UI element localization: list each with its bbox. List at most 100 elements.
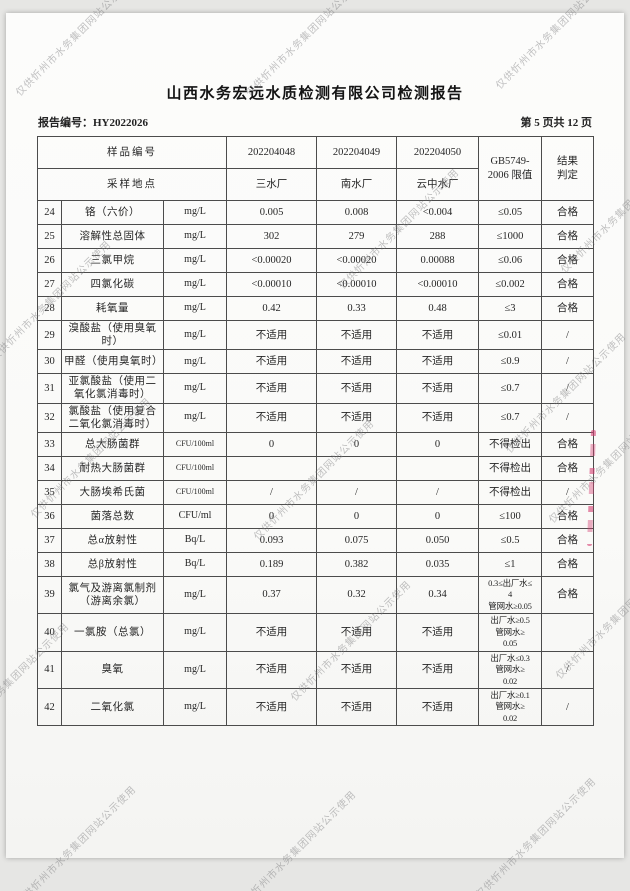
value-plant-3: 不适用 [396,650,480,689]
value-plant-1: 0.37 [226,575,318,615]
limit-value: 0.3≤出厂水≤ 4 管网水≥0.05 [478,575,543,615]
unit: CFU/ml [162,503,228,529]
result-judgment: 合格 [541,248,595,273]
table-row: 37 总α放射性 Bq/L 0.093 0.075 0.050 ≤0.5 合格 [37,527,595,553]
limit-value: ≤0.05 [478,200,543,225]
row-number: 39 [37,575,62,615]
value-plant-1: 不适用 [226,687,318,727]
row-number: 38 [37,551,62,577]
table-row: 36 菌落总数 CFU/ml 0 0 0 ≤100 合格 [37,503,595,529]
unit: mg/L [162,224,228,249]
limit-value: ≤1 [478,551,543,577]
table-row: 30 甲醛（使用臭氧时） mg/L 不适用 不适用 不适用 ≤0.9 / [37,349,595,375]
value-plant-1: 不适用 [226,319,318,351]
table-row: 38 总β放射性 Bq/L 0.189 0.382 0.035 ≤1 合格 [37,551,595,577]
value-plant-2: 0 [316,431,398,457]
row-number: 33 [37,431,62,457]
table-row: 42 二氧化氯 mg/L 不适用 不适用 不适用 出厂水≥0.1 管网水≥ 0.… [37,687,595,727]
value-plant-1: <0.00010 [226,272,318,297]
table-row: 26 三氯甲烷 mg/L <0.00020 <0.00020 0.00088 ≤… [37,248,595,273]
parameter-name: 大肠埃希氏菌 [61,479,164,505]
result-judgment: 合格 [541,272,595,297]
table-row: 24 铬（六价） mg/L 0.005 0.008 <0.004 ≤0.05 合… [37,200,595,225]
limit-value: 出厂水≤0.3 管网水≥ 0.02 [478,650,543,689]
value-plant-2: <0.00010 [316,272,398,297]
value-plant-1: 302 [226,224,318,249]
row-number: 40 [37,613,62,652]
unit: Bq/L [162,527,228,553]
value-plant-1: 不适用 [226,650,318,689]
row-number: 32 [37,402,62,433]
result-judgment: / [541,373,595,404]
table-row: 33 总大肠菌群 CFU/100ml 0 0 0 不得检出 合格 [37,431,595,457]
limit-header: GB5749- 2006 限值 [478,136,543,201]
value-plant-3: 不适用 [396,319,480,351]
report-meta-line: 报告编号：HY2022026 第 5 页共 12 页 [38,114,592,130]
table-row: 28 耗氧量 mg/L 0.42 0.33 0.48 ≤3 合格 [37,296,595,321]
limit-value: 出厂水≥0.1 管网水≥ 0.02 [478,687,543,727]
value-plant-3: 不适用 [396,613,480,652]
location-label: 采样地点 [36,168,228,201]
row-number: 26 [37,248,62,273]
table-row: 35 大肠埃希氏菌 CFU/100ml / / / 不得检出 / [37,479,595,505]
row-number: 25 [37,224,62,249]
value-plant-3: / [396,479,480,505]
unit: CFU/100ml [162,431,228,457]
row-number: 27 [37,272,62,297]
limit-value: ≤0.9 [478,349,543,375]
value-plant-3: 0.00088 [396,248,480,273]
result-judgment [541,613,595,652]
value-plant-3: 不适用 [396,687,480,727]
parameter-name: 氯气及游离氯制剂 （游离余氯） [61,575,164,615]
unit: mg/L [162,650,228,689]
unit: mg/L [162,687,228,727]
value-plant-2: 不适用 [316,687,398,727]
table-row: 41 臭氧 mg/L 不适用 不适用 不适用 出厂水≤0.3 管网水≥ 0.02… [37,650,595,689]
value-plant-2: 不适用 [316,349,398,375]
result-judgment: / [541,349,595,375]
value-plant-2: <0.00020 [316,248,398,273]
result-judgment: 合格 [541,200,595,225]
unit: mg/L [162,200,228,225]
parameter-name: 溴酸盐（使用臭氧 时） [61,319,164,351]
row-number: 24 [37,200,62,225]
value-plant-2: 0.33 [316,296,398,321]
value-plant-3: 288 [396,224,480,249]
value-plant-3: 不适用 [396,349,480,375]
value-plant-3: 0 [396,503,480,529]
parameter-name: 甲醛（使用臭氧时） [61,349,164,375]
value-plant-3 [396,455,480,481]
table-row: 34 耐热大肠菌群 CFU/100ml 不得检出 合格 [37,455,595,481]
value-plant-3: 0 [396,431,480,457]
parameter-name: 四氯化碳 [61,272,164,297]
parameter-name: 溶解性总固体 [61,224,164,249]
limit-value: 不得检出 [478,455,543,481]
value-plant-1: 不适用 [226,349,318,375]
value-plant-2: 不适用 [316,650,398,689]
parameter-name: 一氯胺（总氯） [61,613,164,652]
result-judgment: / [541,650,595,689]
value-plant-2: 279 [316,224,398,249]
limit-value: ≤3 [478,296,543,321]
unit: mg/L [162,349,228,375]
value-plant-2: 0.382 [316,551,398,577]
page-indicator: 第 5 页共 12 页 [520,117,593,129]
result-judgment: / [541,687,595,727]
value-plant-3: 0.34 [396,575,480,615]
location-2: 南水厂 [316,168,398,201]
sample-id-1: 202204048 [226,136,318,169]
value-plant-1: 0.005 [226,200,318,225]
value-plant-1: 不适用 [226,613,318,652]
water-quality-table: 样品编号 202204048 202204049 202204050 GB574… [36,136,595,727]
row-number: 42 [37,687,62,727]
unit: CFU/100ml [162,455,228,481]
header-row-sample-id: 样品编号 202204048 202204049 202204050 GB574… [36,136,595,201]
parameter-name: 氯酸盐（使用复合 二氧化氯消毒时） [61,402,164,433]
table-row: 27 四氯化碳 mg/L <0.00010 <0.00010 <0.00010 … [37,272,595,297]
unit: CFU/100ml [162,479,228,505]
value-plant-2: 不适用 [316,319,398,351]
result-judgment: 合格 [541,527,595,553]
parameter-name: 耐热大肠菌群 [61,455,164,481]
table-row: 32 氯酸盐（使用复合 二氧化氯消毒时） mg/L 不适用 不适用 不适用 ≤0… [37,402,595,433]
